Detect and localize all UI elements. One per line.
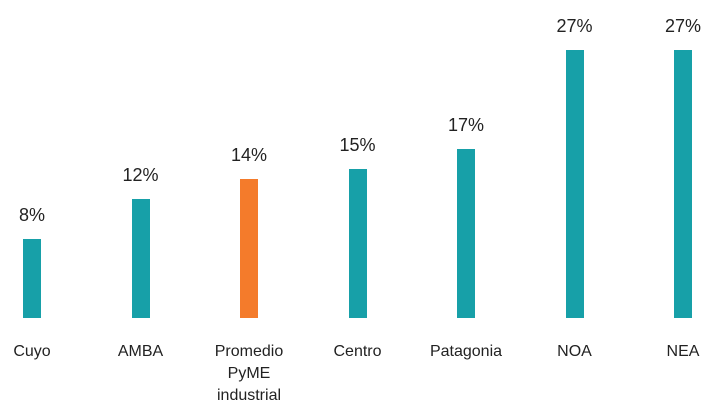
category-label: Promedio PyME industrial [214, 343, 284, 404]
bar [674, 50, 692, 318]
value-label: 14% [230, 145, 268, 166]
value-label: 27% [664, 16, 702, 36]
value-label: 27% [556, 16, 593, 36]
bar [131, 198, 150, 318]
category-label: Cuyo [13, 343, 51, 360]
category-label: NEA [666, 343, 700, 360]
category-label: Centro [333, 343, 382, 360]
bar [457, 149, 475, 318]
category-label: NOA [557, 343, 592, 360]
bar [23, 238, 41, 318]
bar [565, 50, 584, 318]
bar [240, 179, 258, 318]
value-label: 12% [122, 164, 159, 185]
category-label: AMBA [117, 343, 164, 360]
value-label: 15% [339, 135, 376, 156]
bar [348, 169, 367, 318]
category-label: Patagonia [429, 343, 503, 360]
value-label: 8% [18, 204, 45, 225]
value-label: 17% [447, 115, 485, 136]
